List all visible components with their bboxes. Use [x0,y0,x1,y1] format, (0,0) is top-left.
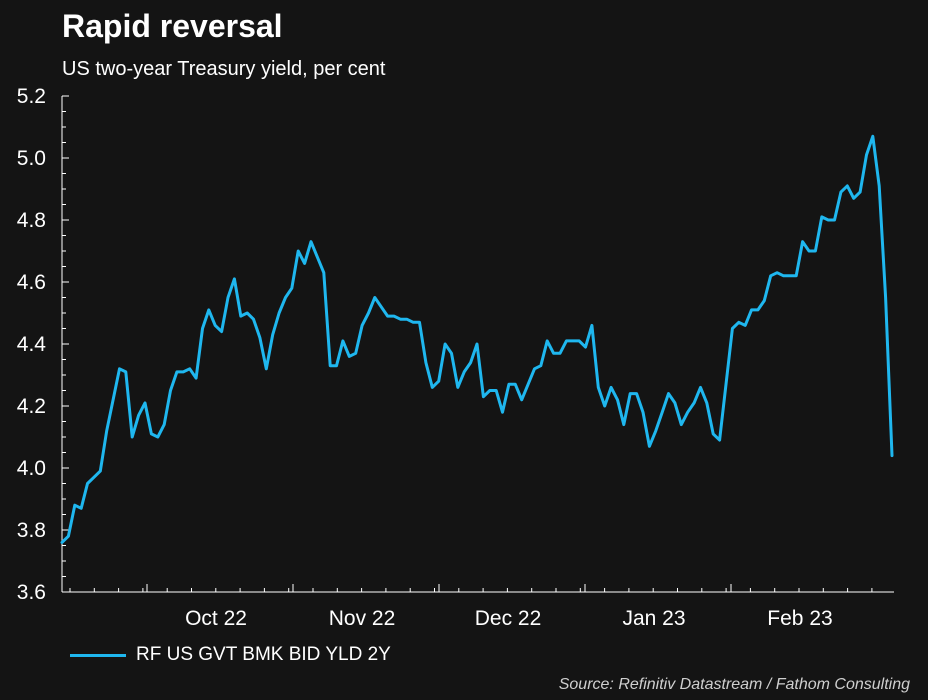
x-tick-label: Dec 22 [475,607,542,630]
legend-swatch [70,653,126,657]
source-note: Source: Refinitiv Datastream / Fathom Co… [558,676,910,693]
y-tick-label: 5.2 [17,85,46,108]
y-tick-label: 4.8 [17,209,46,232]
y-tick-label: 4.6 [17,271,46,294]
chart-title: Rapid reversal [62,8,283,44]
y-tick-label: 4.2 [17,395,46,418]
y-tick-label: 5.0 [17,147,46,170]
x-tick-label: Feb 23 [767,607,832,630]
y-tick-label: 3.8 [17,519,46,542]
chart-axes: 3.6 3.8 4.0 4.2 4.4 4.6 4.8 5.0 5.2 Oct 22 Nov 22 D… [17,85,894,630]
y-tick-label: 4.4 [17,333,47,356]
y-tick-label: 4.0 [17,457,46,480]
x-tick-label: Oct 22 [185,607,247,630]
series-line [60,134,894,544]
chart-series [60,134,894,544]
legend-label: RF US GVT BMK BID YLD 2Y [136,644,391,665]
x-tick-label: Nov 22 [329,607,396,630]
chart-subtitle: US two-year Treasury yield, per cent [62,58,386,80]
x-tick-label: Jan 23 [622,607,685,630]
legend: RF US GVT BMK BID YLD 2Y [70,644,391,666]
y-tick-label: 3.6 [17,581,46,604]
